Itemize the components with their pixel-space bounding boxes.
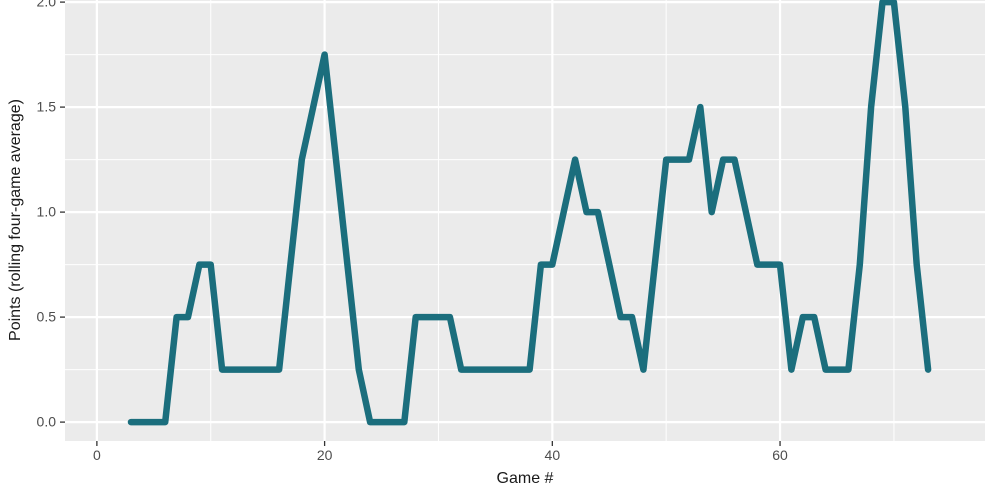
y-tick-label: 1.5 [37,99,57,115]
y-tick-label: 2.0 [37,0,57,10]
data-line-series [127,0,932,426]
y-tick-label: 1.0 [37,204,57,220]
x-tick-label: 40 [545,447,561,463]
x-tick-label: 20 [317,447,333,463]
x-tick-label: 60 [772,447,788,463]
x-tick-label: 0 [93,447,101,463]
plot-panel [65,0,985,441]
y-tick-label: 0.5 [37,309,57,325]
y-tick-label: 0.0 [37,414,57,430]
